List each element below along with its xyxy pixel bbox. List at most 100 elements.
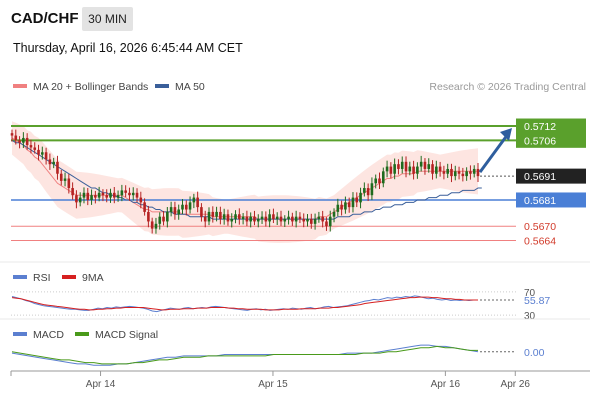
candle-body [431, 164, 434, 174]
macd-signal-line [11, 345, 478, 365]
ma50-legend-label: MA 50 [175, 81, 205, 93]
candle-body [128, 192, 131, 196]
candle-body [472, 168, 476, 174]
candle-body [302, 219, 306, 222]
candle-body [203, 216, 207, 222]
candle-body [310, 219, 313, 224]
candle-body [215, 211, 218, 217]
candle-body [287, 216, 290, 220]
candle-body [294, 216, 298, 222]
rsi-legend-label: RSI [33, 272, 51, 284]
rsi-level-label: 70 [524, 288, 536, 299]
candle-body [150, 221, 154, 229]
x-tick-label: Apr 14 [86, 379, 116, 390]
candle-body [238, 214, 241, 220]
pivot-tag [516, 192, 586, 208]
timeframe-button[interactable]: 30 MIN [82, 7, 133, 31]
candle-body [63, 178, 67, 181]
candle-body [135, 192, 139, 198]
candle-body [90, 195, 93, 200]
candle-body [389, 166, 393, 174]
candle-body [109, 192, 112, 198]
candle-body [332, 211, 336, 217]
candle-body [438, 166, 442, 172]
candle-body [336, 204, 340, 212]
candle-body [476, 168, 480, 177]
candle-body [86, 192, 90, 200]
candle-body [260, 216, 264, 220]
candle-body [29, 145, 33, 148]
rsi-ma-line [11, 296, 478, 311]
candle-body [162, 216, 165, 222]
candle-body [173, 207, 177, 215]
candle-body [112, 192, 116, 198]
candle-body [366, 188, 370, 196]
candle-body [435, 166, 438, 174]
candle-body [226, 214, 230, 222]
candle-body [158, 216, 162, 224]
macd-signal-legend-swatch [75, 332, 89, 336]
candle-body [450, 168, 453, 177]
candle-body [200, 207, 203, 217]
x-tick-label: Apr 26 [501, 379, 531, 390]
candle-body [404, 161, 408, 172]
candle-body [385, 166, 389, 172]
candle-body [378, 178, 381, 184]
candle-body [196, 197, 199, 208]
candle-body [184, 204, 188, 210]
macd-line [11, 344, 479, 366]
price-panel: 0.5712 0.5706 0.5691 0.5681 0.5670 0.5664 [10, 118, 586, 248]
candle-body [347, 202, 351, 208]
candle-body [469, 171, 472, 174]
rsi-legend-swatch [13, 275, 27, 279]
candle-body [52, 161, 55, 165]
candle-body [234, 214, 237, 220]
candle-body [298, 216, 302, 220]
candle-body [147, 211, 150, 222]
candle-body [359, 192, 362, 203]
candle-body [442, 171, 446, 174]
candle-body [397, 164, 400, 169]
candle-body [306, 219, 309, 222]
candle-body [321, 216, 324, 222]
candle-body [381, 171, 385, 184]
candle-body [105, 195, 109, 198]
candle-body [37, 149, 40, 155]
last-price-label: 0.5691 [524, 171, 556, 183]
pivot-label: 0.5681 [524, 195, 556, 207]
candle-body [393, 164, 396, 174]
chart-header: CAD/CHF 30 MIN Thursday, April 16, 2026 … [0, 0, 590, 70]
candle-body [101, 192, 105, 196]
candle-body [249, 216, 252, 222]
candle-body [67, 178, 71, 189]
macd-panel: 0.00 [11, 344, 545, 366]
candle-body [351, 197, 355, 208]
candle-body [56, 161, 59, 174]
candle-body [268, 214, 271, 222]
ma20-legend-swatch [13, 84, 27, 88]
candle-body [291, 216, 294, 222]
candle-body [423, 161, 427, 169]
candle-body [71, 188, 74, 196]
rsi-legend: RSI 9MA [13, 272, 104, 284]
candle-body [222, 214, 226, 220]
candle-body [207, 211, 211, 222]
price-legend: MA 20 + Bollinger Bands MA 50 Research ©… [13, 81, 586, 93]
symbol-title: CAD/CHF [11, 10, 79, 27]
ma20-line [11, 137, 478, 220]
candle-body [427, 164, 431, 169]
copyright-label: Research © 2026 Trading Central [429, 81, 586, 93]
candle-body [374, 178, 378, 184]
candle-body [48, 159, 52, 165]
candle-body [457, 171, 461, 174]
candle-body [181, 204, 184, 210]
candle-body [453, 171, 457, 177]
ma50-legend-swatch [155, 84, 169, 88]
candle-body [139, 197, 143, 203]
candle-body [465, 171, 468, 177]
candle-body [340, 204, 343, 210]
candle-body [188, 202, 192, 210]
candle-body [192, 197, 196, 203]
candle-body [461, 173, 465, 177]
